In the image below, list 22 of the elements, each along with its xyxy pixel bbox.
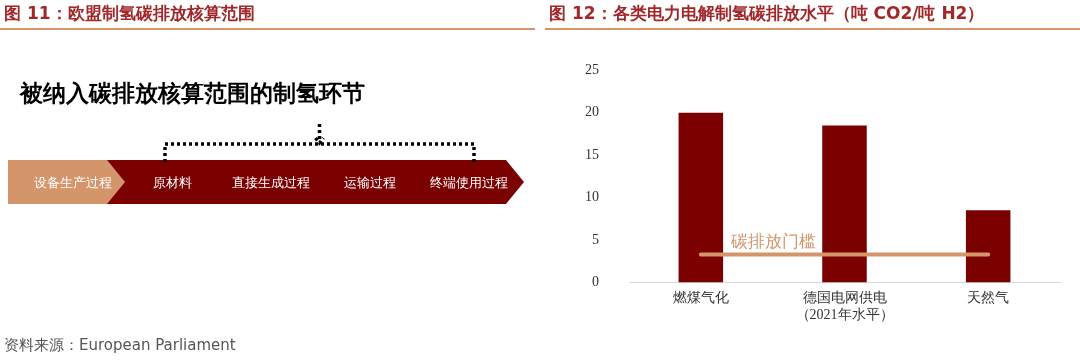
x-tick-label: 德国电网供电（2021年水平） [795,290,894,323]
bar [678,112,724,283]
category-label: 运输过程 [344,174,396,190]
text: 图 11：欧盟制氢碳排放核算范围 [4,2,255,25]
x-tick-label: 燃煤气化 [672,290,729,306]
chart-title: 图 12：各类电力电解制氢碳排放水平（吨 CO2/吨 H2） [549,2,985,25]
y-tick-label: 5 [592,231,599,247]
text: 被纳入碳排放核算范围的制氢环节 [20,79,365,108]
y-tick-label: 20 [585,104,599,120]
ref-line-label: 碳排放门槛 [729,231,816,252]
y-tick-label: 10 [585,189,599,205]
bar [822,125,867,283]
y-tick-label: 0 [592,274,599,290]
bar [965,210,1011,283]
category-label: 直接生成过程 [206,160,326,204]
category-label: 设备生产过程 [8,160,128,204]
text: 资料来源：European Parliament [4,336,236,355]
x-tick-label: 天然气 [967,290,1010,306]
category-label: 原材料 [152,174,192,190]
category-label: 终端使用过程 [404,160,524,204]
y-tick-label: 25 [585,62,599,78]
y-tick-label: 15 [585,146,599,162]
